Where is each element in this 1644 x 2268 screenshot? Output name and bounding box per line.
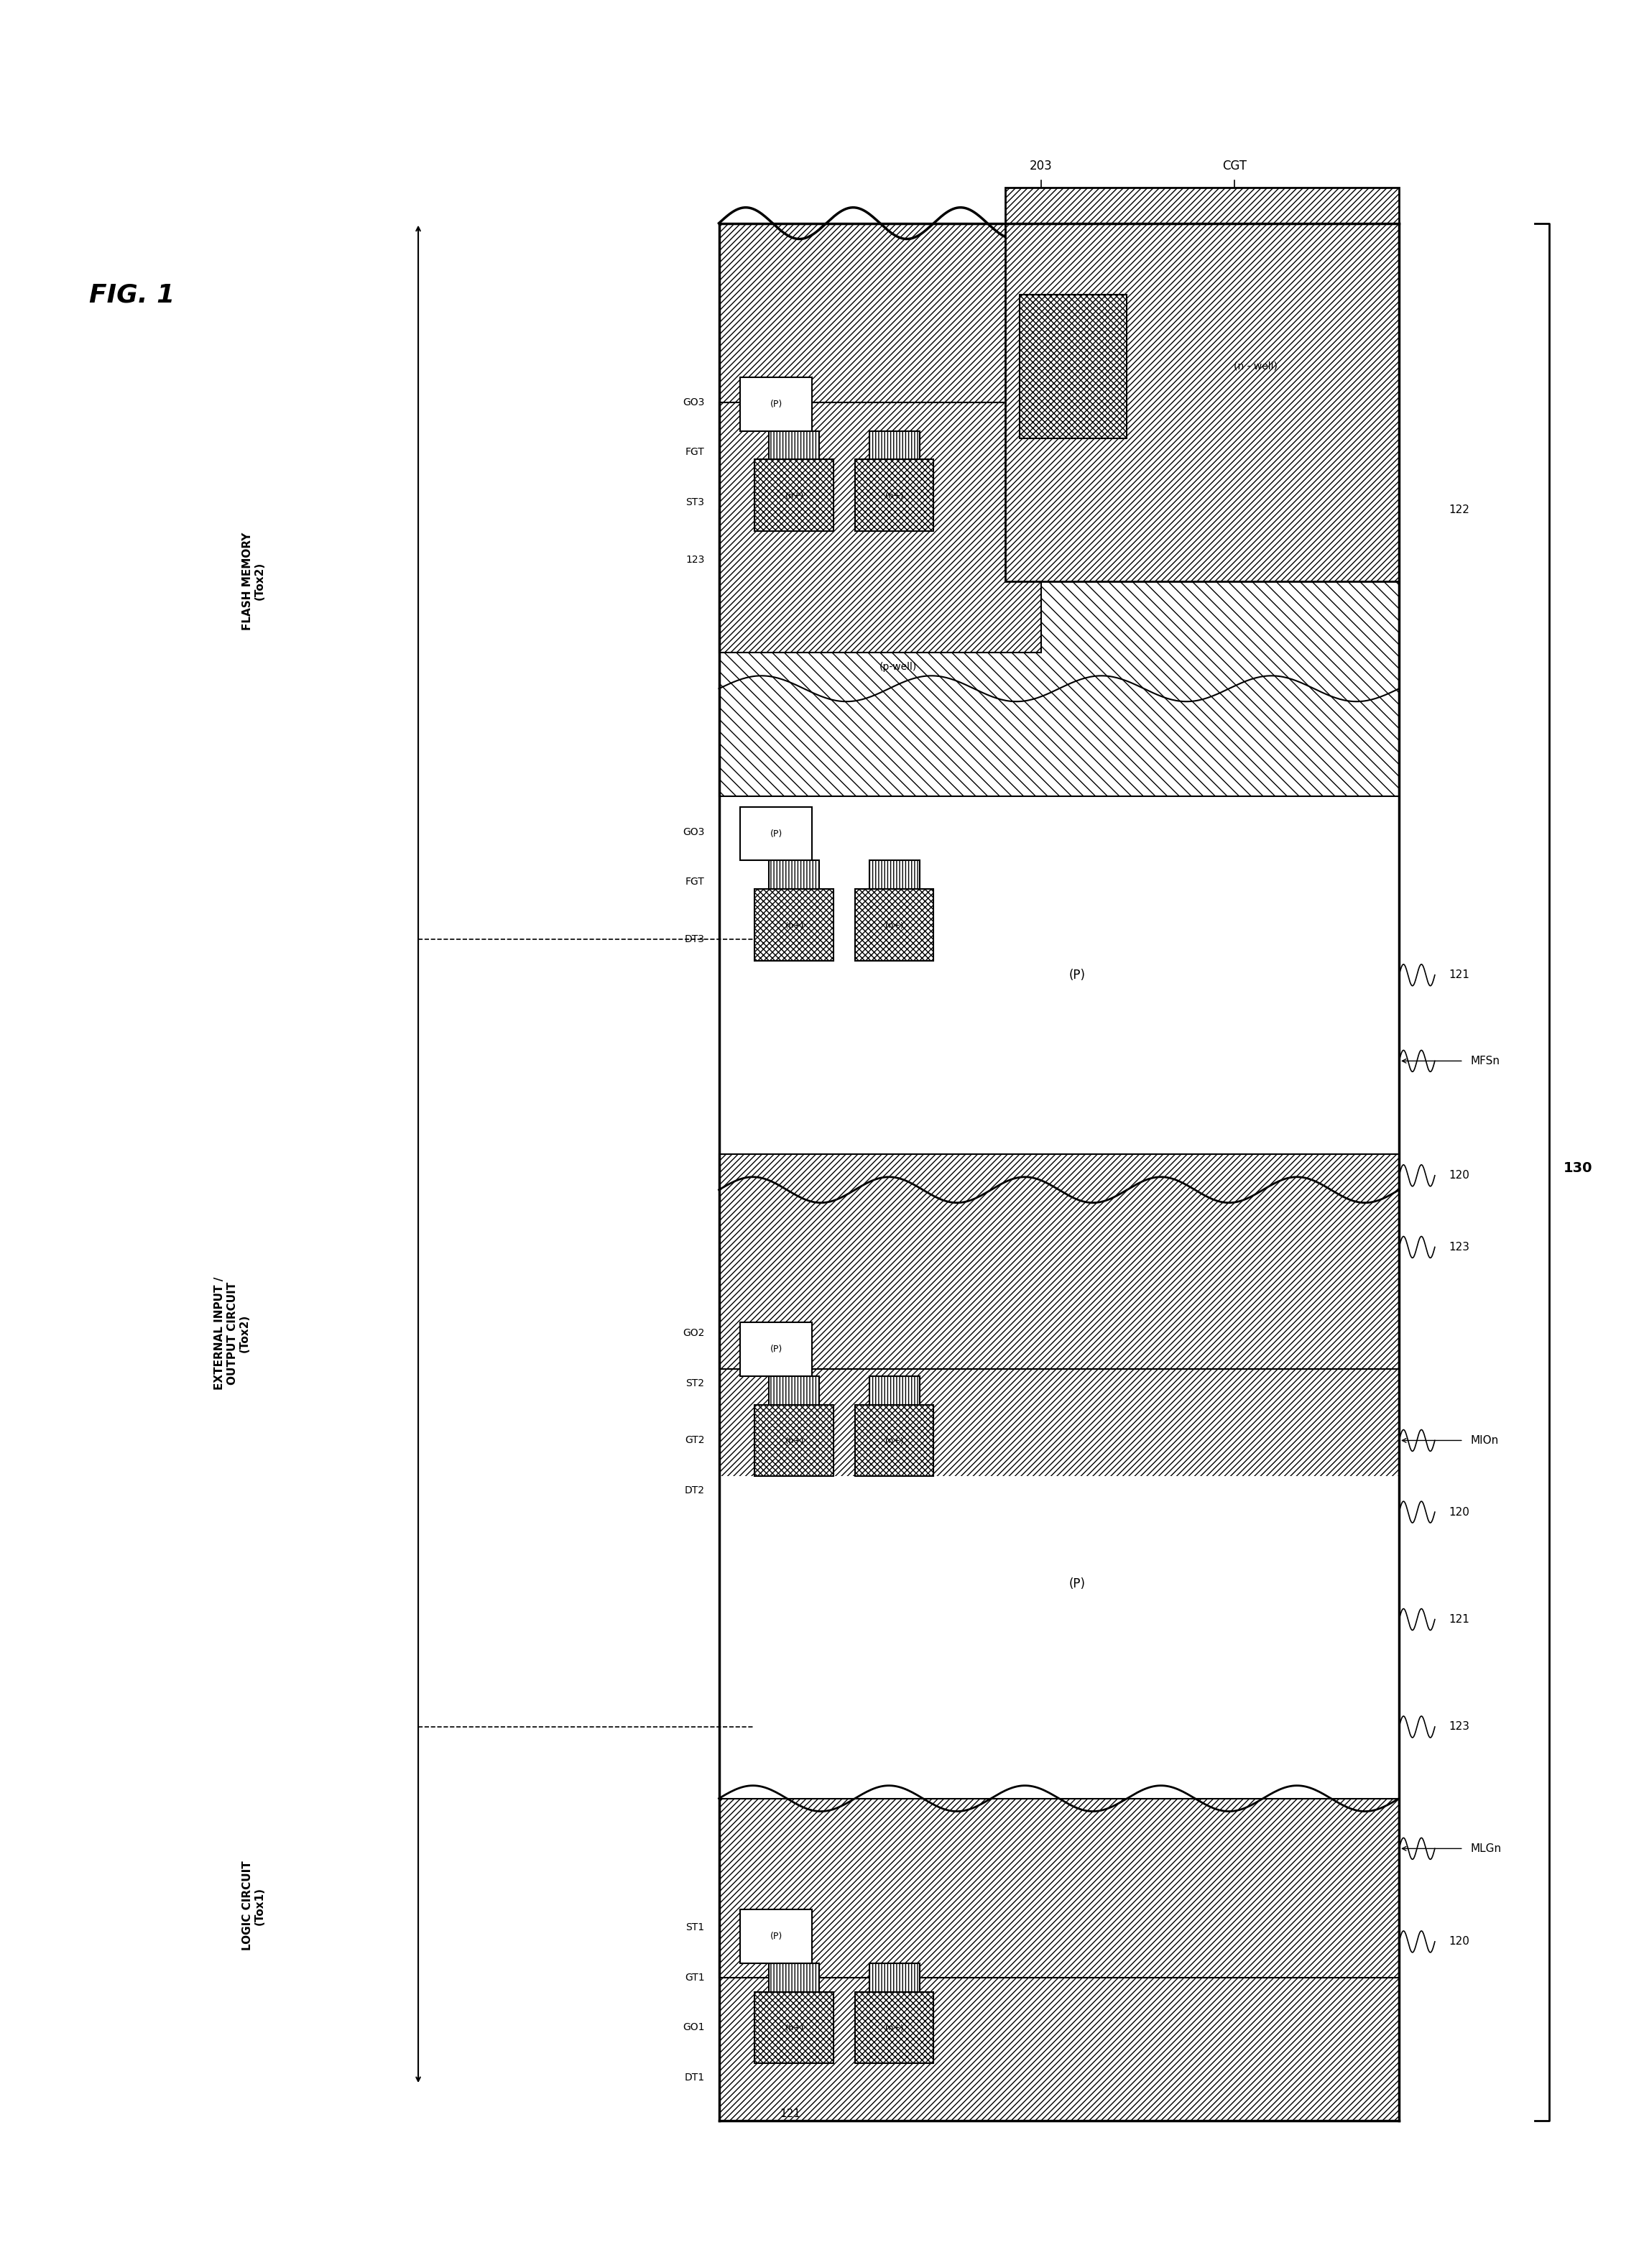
Text: (P): (P) bbox=[769, 830, 783, 839]
Bar bbox=[718, 832, 1399, 1154]
Text: FGT: FGT bbox=[686, 878, 705, 887]
Bar bbox=[718, 510, 1399, 796]
Text: MFSn: MFSn bbox=[1471, 1055, 1499, 1066]
Text: GO2: GO2 bbox=[682, 1329, 705, 1338]
Text: ST1: ST1 bbox=[686, 1923, 705, 1932]
Text: 121: 121 bbox=[1448, 1615, 1470, 1624]
Bar bbox=[855, 1404, 934, 1476]
Text: DT1: DT1 bbox=[684, 2073, 705, 2082]
Bar bbox=[740, 376, 812, 431]
Bar bbox=[870, 860, 919, 889]
Text: ST3: ST3 bbox=[686, 497, 705, 508]
Text: (P): (P) bbox=[769, 399, 783, 408]
Bar bbox=[855, 460, 934, 531]
Bar bbox=[755, 1404, 834, 1476]
Text: (n+): (n+) bbox=[884, 1438, 904, 1445]
Text: 130: 130 bbox=[1563, 1161, 1593, 1175]
Text: GT1: GT1 bbox=[686, 1973, 705, 1982]
Bar bbox=[1041, 222, 1399, 689]
Text: FIG. 1: FIG. 1 bbox=[89, 284, 174, 306]
Text: (n+): (n+) bbox=[884, 492, 904, 499]
Bar bbox=[755, 460, 834, 531]
Text: (P): (P) bbox=[769, 1932, 783, 1941]
Text: (P): (P) bbox=[1069, 1576, 1085, 1590]
Text: (P): (P) bbox=[769, 1345, 783, 1354]
Text: (n+): (n+) bbox=[784, 2023, 804, 2032]
Bar bbox=[718, 1476, 1399, 1799]
Bar bbox=[870, 431, 919, 460]
Text: (n - well): (n - well) bbox=[1235, 361, 1277, 372]
Text: 121: 121 bbox=[781, 2109, 801, 2118]
Text: 121: 121 bbox=[1448, 971, 1470, 980]
Text: 120: 120 bbox=[1448, 1170, 1470, 1182]
Text: FLASH MEMORY
(Tox2): FLASH MEMORY (Tox2) bbox=[242, 533, 265, 631]
Bar bbox=[769, 1964, 819, 1991]
Text: (n+): (n+) bbox=[884, 921, 904, 928]
Bar bbox=[740, 1322, 812, 1377]
Bar bbox=[718, 1799, 1399, 1978]
Text: EXTERNAL INPUT /
OUTPUT CIRCUIT
(Tox2): EXTERNAL INPUT / OUTPUT CIRCUIT (Tox2) bbox=[214, 1277, 250, 1390]
Text: 120: 120 bbox=[1448, 1937, 1470, 1946]
Text: (n+): (n+) bbox=[884, 2023, 904, 2032]
Text: GO1: GO1 bbox=[682, 2023, 705, 2032]
Text: 123: 123 bbox=[686, 556, 705, 565]
Bar bbox=[769, 1377, 819, 1404]
Text: DT3: DT3 bbox=[684, 934, 705, 943]
Text: MLGn: MLGn bbox=[1471, 1844, 1501, 1853]
Text: ST2: ST2 bbox=[686, 1379, 705, 1388]
Bar bbox=[870, 1377, 919, 1404]
Text: (P): (P) bbox=[1069, 968, 1085, 982]
Text: GO3: GO3 bbox=[682, 397, 705, 408]
Text: 122: 122 bbox=[1448, 503, 1470, 515]
Text: LOGIC CIRCUIT
(Tox1): LOGIC CIRCUIT (Tox1) bbox=[242, 1862, 265, 1950]
Bar bbox=[870, 1964, 919, 1991]
Text: 123: 123 bbox=[1448, 1721, 1470, 1733]
Text: 120: 120 bbox=[1448, 1506, 1470, 1517]
Bar bbox=[740, 807, 812, 860]
Bar bbox=[855, 889, 934, 962]
Text: 203: 203 bbox=[1029, 159, 1052, 172]
Bar bbox=[755, 889, 834, 962]
Bar bbox=[718, 401, 1041, 653]
Text: 123: 123 bbox=[1448, 1243, 1470, 1252]
Text: DT2: DT2 bbox=[684, 1486, 705, 1495]
Bar bbox=[769, 431, 819, 460]
Text: GT2: GT2 bbox=[686, 1436, 705, 1445]
Text: (n+): (n+) bbox=[784, 921, 804, 928]
Bar bbox=[718, 222, 1399, 2121]
Bar bbox=[769, 860, 819, 889]
Bar bbox=[718, 1154, 1399, 1370]
Bar bbox=[1004, 188, 1399, 581]
Bar bbox=[718, 510, 1399, 1191]
Bar bbox=[1019, 295, 1128, 438]
Text: (n+): (n+) bbox=[784, 492, 804, 499]
Text: MIOn: MIOn bbox=[1471, 1436, 1499, 1445]
Bar bbox=[740, 1910, 812, 1964]
Bar bbox=[755, 1991, 834, 2064]
Text: (p-well): (p-well) bbox=[880, 662, 917, 671]
Text: CGT: CGT bbox=[1221, 159, 1246, 172]
Text: FGT: FGT bbox=[686, 447, 705, 458]
Text: GO3: GO3 bbox=[682, 828, 705, 837]
Bar bbox=[855, 1991, 934, 2064]
Text: (n+): (n+) bbox=[784, 1438, 804, 1445]
